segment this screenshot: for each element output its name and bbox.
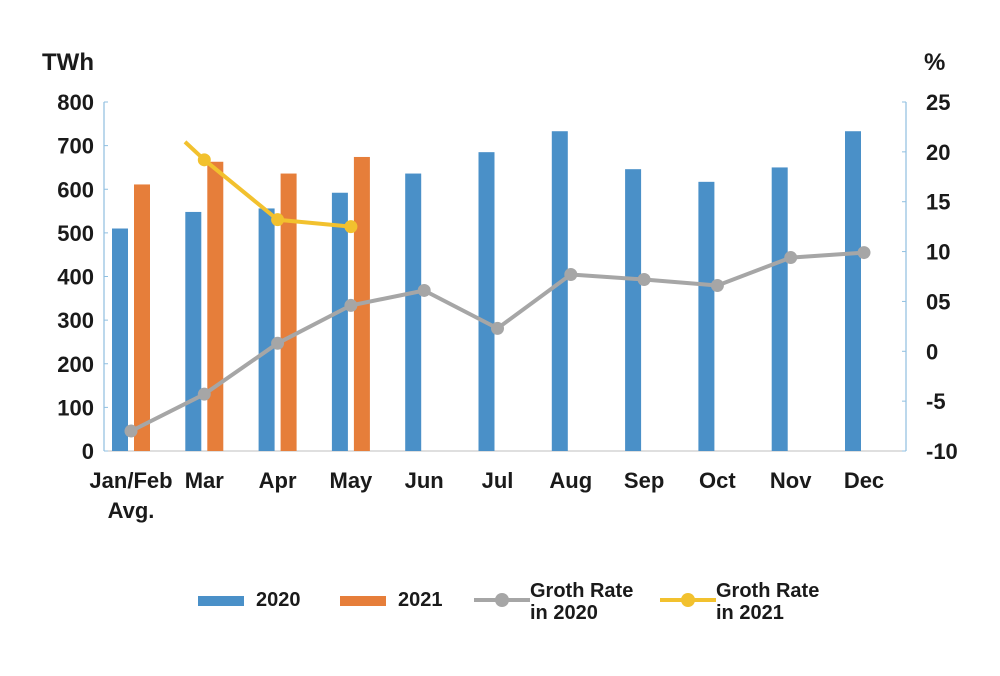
right-axis-unit: % bbox=[924, 49, 945, 76]
right-tick-label: -5 bbox=[926, 389, 946, 414]
left-tick-label: 200 bbox=[57, 352, 94, 377]
legend-marker-growth-2021 bbox=[681, 593, 695, 607]
right-tick-label: -10 bbox=[926, 439, 958, 464]
legend-label-growth-2020-line2: in 2020 bbox=[530, 602, 598, 624]
right-tick-label: 0 bbox=[926, 339, 938, 364]
line-growth-2020 bbox=[130, 250, 865, 433]
bar-2021 bbox=[280, 173, 297, 452]
bar-2020 bbox=[625, 169, 642, 451]
lines-layer bbox=[124, 140, 871, 438]
x-tick-label: Sep bbox=[624, 468, 664, 493]
point-growth-2020 bbox=[784, 251, 798, 265]
bar-2020 bbox=[845, 131, 861, 451]
right-tick-label: 10 bbox=[926, 240, 950, 265]
point-growth-2020 bbox=[124, 424, 138, 438]
point-growth-2020 bbox=[637, 272, 651, 286]
left-tick-label: 300 bbox=[57, 308, 94, 333]
bar-2021 bbox=[134, 184, 150, 452]
x-tick-label: Nov bbox=[770, 468, 812, 493]
line-growth-2021 bbox=[183, 140, 352, 229]
right-tick-label: 20 bbox=[926, 140, 950, 165]
x-tick-label: Jul bbox=[482, 468, 514, 493]
bar-2020 bbox=[185, 211, 202, 451]
x-tick-label: Dec bbox=[844, 468, 884, 493]
point-growth-2021 bbox=[197, 153, 211, 167]
bars-layer bbox=[112, 131, 861, 452]
point-growth-2020 bbox=[417, 283, 431, 297]
bar-2020 bbox=[331, 192, 348, 452]
x-tick-label: May bbox=[330, 468, 374, 493]
bar-2021 bbox=[207, 161, 224, 452]
left-tick-label: 500 bbox=[57, 221, 94, 246]
point-growth-2020 bbox=[271, 336, 285, 350]
left-tick-label: 400 bbox=[57, 265, 94, 290]
bar-2020 bbox=[551, 131, 568, 451]
point-growth-2020 bbox=[857, 246, 871, 260]
bar-2020 bbox=[771, 167, 788, 451]
x-tick-label: Avg. bbox=[108, 498, 155, 523]
bar-2020 bbox=[478, 152, 495, 451]
x-tick-label: Jan/Feb bbox=[89, 468, 172, 493]
bar-2020 bbox=[258, 208, 275, 451]
left-tick-label: 0 bbox=[82, 439, 94, 464]
right-tick-label: 05 bbox=[926, 289, 950, 314]
legend-label-2021: 2021 bbox=[398, 589, 443, 611]
point-growth-2020 bbox=[710, 278, 724, 292]
chart-svg: TWh % 0 100 200 300 400 500 600 700 800 -10 -5 0 05 10 1… bbox=[42, 49, 958, 523]
left-axis-unit: TWh bbox=[42, 49, 94, 76]
left-tick-label: 600 bbox=[57, 177, 94, 202]
bar-2020 bbox=[405, 173, 422, 452]
point-growth-2021 bbox=[271, 213, 285, 227]
point-growth-2020 bbox=[344, 298, 358, 312]
axes-layer bbox=[103, 101, 907, 452]
legend-label-growth-2021-line2: in 2021 bbox=[716, 602, 784, 624]
right-tick-label: 15 bbox=[926, 190, 950, 215]
right-tick-label: 25 bbox=[926, 90, 950, 115]
left-tick-label: 100 bbox=[57, 395, 94, 420]
labels-layer: TWh % 0 100 200 300 400 500 600 700 800 -10 -5 0 05 10 1… bbox=[42, 49, 958, 523]
legend-item-2020: 2020 bbox=[198, 580, 318, 636]
point-growth-2020 bbox=[491, 321, 504, 335]
legend-label-growth-2020: Groth Rate in 2020 bbox=[530, 580, 633, 624]
legend-item-growth-2020: Groth Rate in 2020 bbox=[474, 580, 664, 636]
x-tick-label: Jun bbox=[405, 468, 444, 493]
point-growth-2020 bbox=[197, 387, 211, 401]
x-tick-label: Oct bbox=[699, 468, 736, 493]
point-growth-2020 bbox=[564, 268, 578, 282]
legend-swatch-2020 bbox=[198, 596, 244, 606]
legend-item-2021: 2021 bbox=[340, 580, 460, 636]
x-tick-label: Mar bbox=[185, 468, 225, 493]
x-tick-label: Aug bbox=[549, 468, 592, 493]
x-tick-label: Apr bbox=[259, 468, 297, 493]
legend-label-growth-2020-line1: Groth Rate bbox=[530, 580, 634, 602]
bar-2020 bbox=[112, 228, 128, 451]
chart-legend: 2020 2021 Groth Rate in 2020 Groth Rate … bbox=[198, 580, 898, 640]
legend-label-2020: 2020 bbox=[256, 589, 301, 611]
legend-label-growth-2021-line1: Groth Rate bbox=[716, 580, 820, 602]
point-growth-2021 bbox=[344, 220, 358, 234]
legend-label-growth-2021: Groth Rate in 2021 bbox=[716, 580, 819, 624]
left-tick-label: 700 bbox=[57, 134, 94, 159]
legend-marker-growth-2020 bbox=[495, 593, 509, 607]
legend-swatch-2021 bbox=[340, 596, 386, 606]
bar-2020 bbox=[698, 181, 715, 452]
legend-item-growth-2021: Groth Rate in 2021 bbox=[660, 580, 850, 636]
left-tick-label: 800 bbox=[57, 90, 94, 115]
